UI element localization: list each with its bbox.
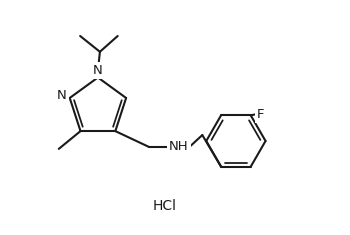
Text: NH: NH (169, 141, 188, 153)
Text: N: N (57, 90, 67, 102)
Text: N: N (93, 64, 103, 77)
Text: HCl: HCl (153, 199, 177, 213)
Text: F: F (257, 108, 264, 121)
